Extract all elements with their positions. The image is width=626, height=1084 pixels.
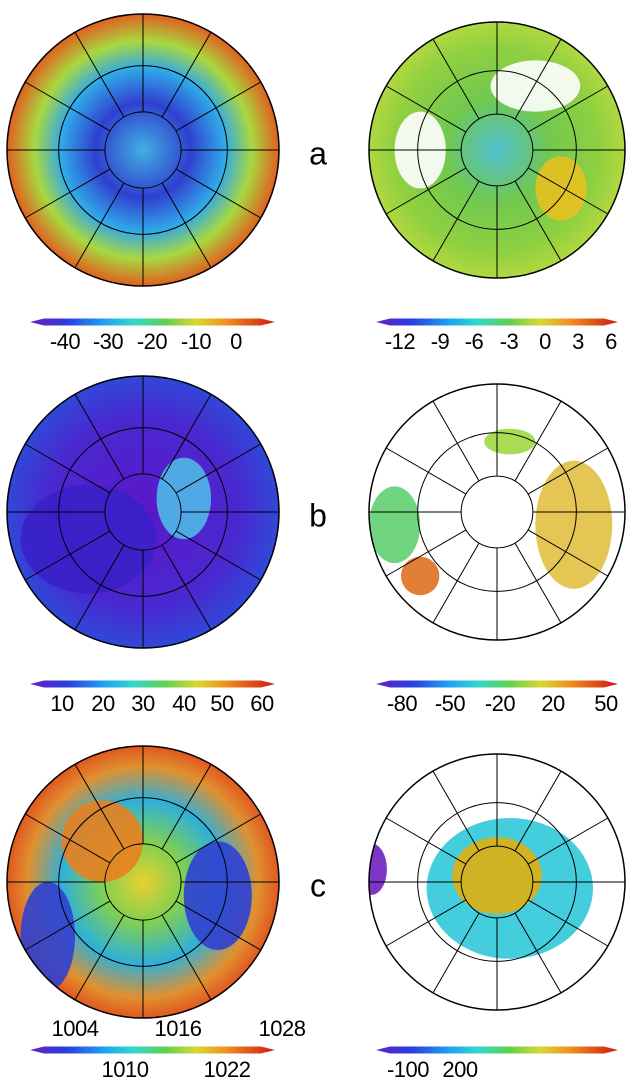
panel-label: b [309,497,327,533]
colorbar-label: -12 [385,329,416,354]
colorbar-label: -30 [93,329,124,354]
colorbar-label: -20 [137,329,168,354]
panel-label: a [309,135,327,171]
colorbar-label: 30 [131,691,155,716]
colorbar [30,1047,275,1054]
colorbar [30,681,275,688]
figure: a-40-30-20-100-12-9-6-3036b102030405060-… [0,0,626,1079]
colorbar-label: 0 [230,329,242,354]
colorbar-label: 1010 [102,1057,149,1079]
field-patch [157,458,211,540]
field-patch [369,486,420,563]
colorbar-label: 50 [594,691,618,716]
panel-label: c [310,867,326,903]
colorbar-label: -10 [181,329,212,354]
colorbar-label: 6 [605,329,617,354]
polar-map [356,754,625,1010]
colorbar-label: 20 [541,691,565,716]
polar-map [7,376,279,648]
field-patch [452,837,542,914]
field-patch [535,461,612,589]
colorbar-label: -40 [50,329,81,354]
colorbar [376,319,618,326]
colorbar-label: -3 [500,329,519,354]
colorbar-label: -9 [431,329,450,354]
colorbar-label: 60 [250,691,274,716]
field-patch [356,844,387,895]
colorbar-label: 40 [172,691,196,716]
colorbar-label: 0 [539,329,551,354]
polar-map [369,384,625,640]
colorbar-label: -100 [387,1057,429,1079]
colorbar-label: -80 [387,691,418,716]
field-patch [401,557,439,595]
colorbar-label: -20 [485,691,516,716]
colorbar-label: 50 [210,691,234,716]
colorbar-label: 1004 [52,1016,99,1041]
field-patch [21,485,157,594]
colorbar-label: 3 [572,329,584,354]
field-patch [491,60,581,111]
colorbar-label: 1016 [155,1016,202,1041]
colorbar-label: 200 [442,1057,477,1079]
polar-map [7,14,279,286]
polar-map [369,22,625,278]
field-patch [61,800,143,882]
colorbar [30,319,275,326]
field-patch [184,841,252,950]
colorbar-label: 10 [50,691,74,716]
polar-map [7,746,279,1018]
colorbar-label: -6 [465,329,484,354]
field-patch [535,156,586,220]
colorbar-label: -50 [435,691,466,716]
colorbar-label: 1022 [204,1057,251,1079]
colorbar [376,1047,618,1054]
colorbar [376,681,618,688]
colorbar-label: 1028 [259,1016,306,1041]
colorbar-label: 20 [91,691,115,716]
